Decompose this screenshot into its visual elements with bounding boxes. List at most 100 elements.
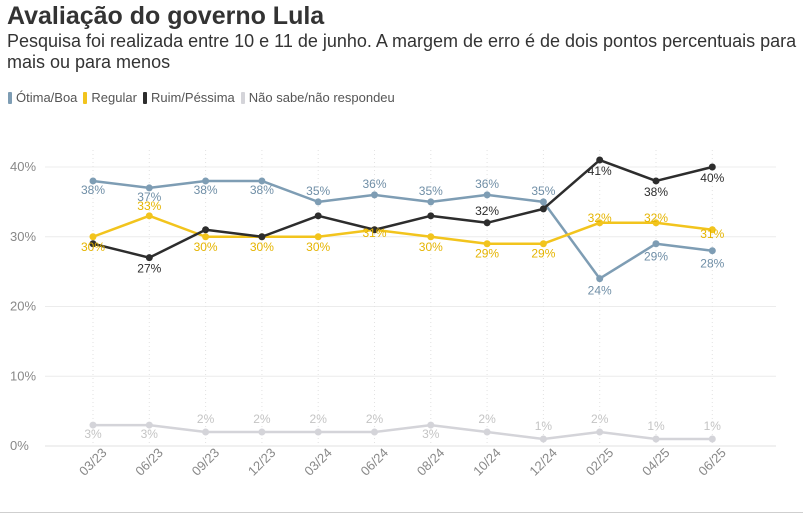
data-point	[539, 240, 547, 248]
data-label: 35%	[419, 184, 443, 198]
data-point	[202, 226, 210, 234]
data-point	[539, 435, 547, 443]
x-tick-label: 08/24	[414, 445, 448, 479]
data-label: 1%	[647, 419, 665, 433]
data-point	[89, 240, 97, 248]
data-label: 2%	[478, 412, 496, 426]
data-label: 38%	[644, 185, 668, 199]
data-label: 32%	[588, 211, 612, 225]
data-point	[314, 233, 322, 241]
data-label: 31%	[362, 226, 386, 240]
x-tick-label: 06/24	[358, 445, 392, 479]
y-tick-label: 30%	[10, 229, 36, 244]
data-point	[202, 428, 210, 436]
x-tick-label: 12/24	[526, 445, 560, 479]
data-label: 30%	[250, 240, 274, 254]
data-point	[371, 191, 378, 199]
data-point	[539, 205, 547, 213]
data-label: 1%	[535, 419, 553, 433]
data-point	[427, 212, 435, 220]
data-point	[145, 421, 153, 429]
data-point	[596, 219, 604, 227]
data-point	[258, 177, 266, 185]
x-tick-label: 03/24	[301, 445, 335, 479]
data-point	[89, 177, 97, 185]
series-line	[92, 158, 713, 259]
data-label: 2%	[310, 412, 328, 426]
data-label: 38%	[250, 183, 274, 197]
series-line	[92, 179, 713, 280]
legend-swatch	[240, 91, 245, 104]
x-tick-label: 06/23	[132, 445, 166, 479]
x-tick-label: 06/25	[695, 445, 729, 479]
y-tick-label: 40%	[10, 159, 36, 174]
data-label: 2%	[366, 412, 384, 426]
data-label: 35%	[306, 184, 330, 198]
y-tick-label: 0%	[10, 438, 29, 453]
legend-item-ruim-pessima[interactable]: Ruim/Péssima	[142, 90, 235, 105]
data-label: 32%	[644, 211, 668, 225]
data-point	[708, 226, 716, 234]
data-point	[258, 233, 266, 241]
data-point	[652, 240, 660, 248]
x-tick-label: 12/23	[245, 445, 279, 479]
data-label: 3%	[422, 427, 440, 441]
data-point	[427, 233, 435, 241]
data-point	[202, 233, 210, 241]
data-point	[258, 428, 266, 436]
data-point	[89, 233, 97, 241]
data-point	[314, 428, 322, 436]
legend-item-otima-boa[interactable]: Ótima/Boa	[8, 90, 77, 105]
data-label: 24%	[588, 284, 612, 298]
data-label: 40%	[700, 171, 724, 185]
data-label: 2%	[197, 412, 215, 426]
y-tick-label: 20%	[10, 299, 36, 314]
data-point	[145, 254, 153, 262]
data-point	[314, 212, 322, 220]
data-label: 3%	[84, 427, 102, 441]
data-label: 1%	[704, 419, 722, 433]
data-point	[89, 421, 97, 429]
chart-subtitle: Pesquisa foi realizada entre 10 e 11 de …	[7, 31, 797, 72]
data-label: 29%	[475, 247, 499, 261]
data-label: 30%	[81, 240, 105, 254]
data-point	[483, 428, 491, 436]
data-point	[371, 226, 378, 234]
legend-item-nao-sabe[interactable]: Não sabe/não respondeu	[240, 90, 395, 105]
data-point	[371, 428, 378, 436]
data-label: 31%	[700, 227, 724, 241]
x-tick-label: 02/25	[583, 445, 617, 479]
data-point	[596, 428, 604, 436]
data-label: 28%	[700, 257, 724, 271]
data-point	[483, 219, 491, 227]
legend-swatch	[83, 91, 88, 104]
x-tick-label: 04/25	[639, 445, 673, 479]
data-label: 29%	[644, 250, 668, 264]
data-label: 30%	[306, 240, 330, 254]
data-point	[145, 212, 153, 220]
data-point	[202, 177, 210, 185]
data-label: 36%	[362, 177, 386, 191]
data-label: 30%	[419, 240, 443, 254]
data-label: 38%	[81, 183, 105, 197]
legend-item-regular[interactable]: Regular	[83, 90, 137, 105]
legend-label: Ruim/Péssima	[150, 90, 235, 105]
data-point	[708, 435, 716, 443]
data-label: 27%	[137, 262, 161, 276]
data-point	[427, 421, 435, 429]
legend-swatch	[8, 91, 12, 104]
data-point	[596, 156, 604, 164]
data-point	[483, 191, 491, 199]
data-point	[145, 184, 153, 192]
bottom-divider	[0, 512, 803, 513]
data-point	[596, 275, 604, 283]
data-point	[708, 163, 716, 171]
data-label: 36%	[475, 177, 499, 191]
data-point	[483, 240, 491, 248]
chart-legend: Ótima/Boa Regular Ruim/Péssima Não sabe/…	[8, 90, 401, 105]
data-label: 2%	[591, 412, 609, 426]
y-tick-label: 10%	[10, 368, 36, 383]
legend-label: Regular	[91, 90, 137, 105]
